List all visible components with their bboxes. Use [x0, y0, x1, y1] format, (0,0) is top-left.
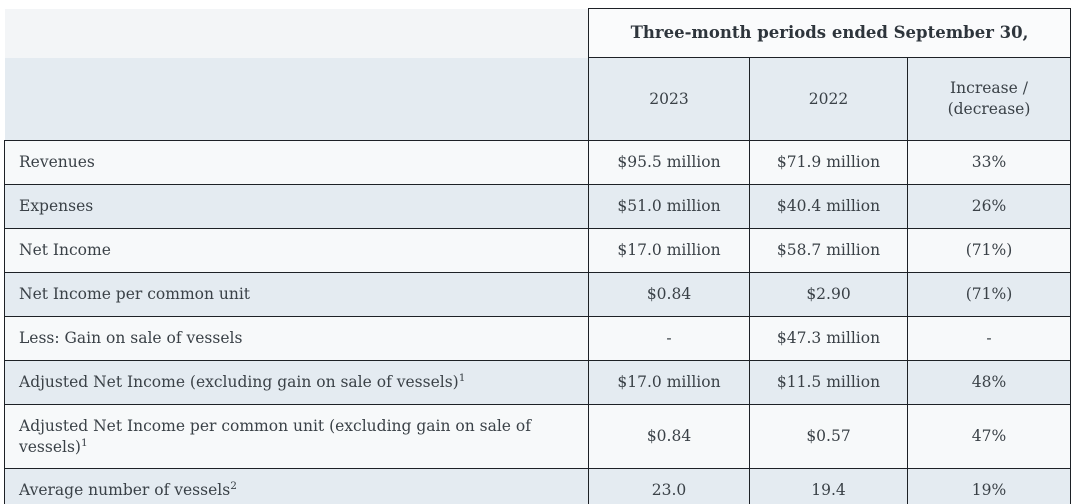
value-2022: $58.7 million [749, 227, 908, 273]
value-2023: $0.84 [588, 271, 750, 317]
row-label: Less: Gain on sale of vessels [4, 315, 589, 361]
table-row-adjusted-net-income-per-unit: Adjusted Net Income per common unit (exc… [4, 403, 1071, 470]
table-row-gain-on-sale: Less: Gain on sale of vessels - $47.3 mi… [4, 315, 1071, 361]
row-label: Revenues [4, 140, 589, 186]
value-change: (71%) [907, 271, 1071, 317]
table-row-revenues: Revenues $95.5 million $71.9 million 33% [4, 140, 1071, 186]
blank-header-cell-top [4, 8, 589, 58]
financial-results-table: Three-month periods ended September 30, … [4, 7, 1071, 504]
value-2023: $0.84 [588, 403, 750, 470]
row-label: Average number of vessels2 [4, 468, 589, 504]
table-row-adjusted-net-income: Adjusted Net Income (excluding gain on s… [4, 359, 1071, 405]
value-change: 26% [907, 184, 1071, 229]
value-2022: 19.4 [749, 468, 908, 504]
value-change: 33% [907, 140, 1071, 186]
value-2022: $47.3 million [749, 315, 908, 361]
row-label: Expenses [4, 184, 589, 229]
col-header-change: Increase / (decrease) [907, 57, 1071, 142]
row-label: Net Income per common unit [4, 271, 589, 317]
value-2022: $40.4 million [749, 184, 908, 229]
footnote-marker: 1 [458, 371, 466, 384]
value-2022: $0.57 [749, 403, 908, 470]
footnote-marker: 1 [80, 436, 88, 449]
value-2023: $17.0 million [588, 359, 750, 405]
value-2023: 23.0 [588, 468, 750, 504]
table-row-net-income: Net Income $17.0 million $58.7 million (… [4, 227, 1071, 273]
table-row-expenses: Expenses $51.0 million $40.4 million 26% [4, 184, 1071, 229]
period-span-header: Three-month periods ended September 30, [588, 7, 1071, 59]
row-label: Adjusted Net Income per common unit (exc… [4, 403, 589, 470]
value-change: - [907, 315, 1071, 361]
col-header-2022: 2022 [749, 57, 908, 142]
value-2023: $95.5 million [588, 140, 750, 186]
footnote-marker: 2 [230, 480, 237, 493]
value-2022: $2.90 [749, 271, 908, 317]
value-change: 47% [907, 403, 1071, 470]
table-row-average-vessels: Average number of vessels2 23.0 19.4 19% [4, 468, 1071, 504]
period-header-row: Three-month periods ended September 30, [4, 7, 1071, 59]
col-header-2023: 2023 [588, 57, 750, 142]
value-change: 19% [907, 468, 1071, 504]
row-label: Net Income [4, 227, 589, 273]
value-change: 48% [907, 359, 1071, 405]
table-row-net-income-per-unit: Net Income per common unit $0.84 $2.90 (… [4, 271, 1071, 317]
value-2022: $11.5 million [749, 359, 908, 405]
value-2023: $51.0 million [588, 184, 750, 229]
column-header-row: 2023 2022 Increase / (decrease) [4, 57, 1071, 142]
value-change: (71%) [907, 227, 1071, 273]
value-2023: $17.0 million [588, 227, 750, 273]
value-2022: $71.9 million [749, 140, 908, 186]
blank-header-cell-bottom [4, 57, 589, 141]
value-2023: - [588, 315, 750, 361]
row-label: Adjusted Net Income (excluding gain on s… [4, 359, 589, 405]
